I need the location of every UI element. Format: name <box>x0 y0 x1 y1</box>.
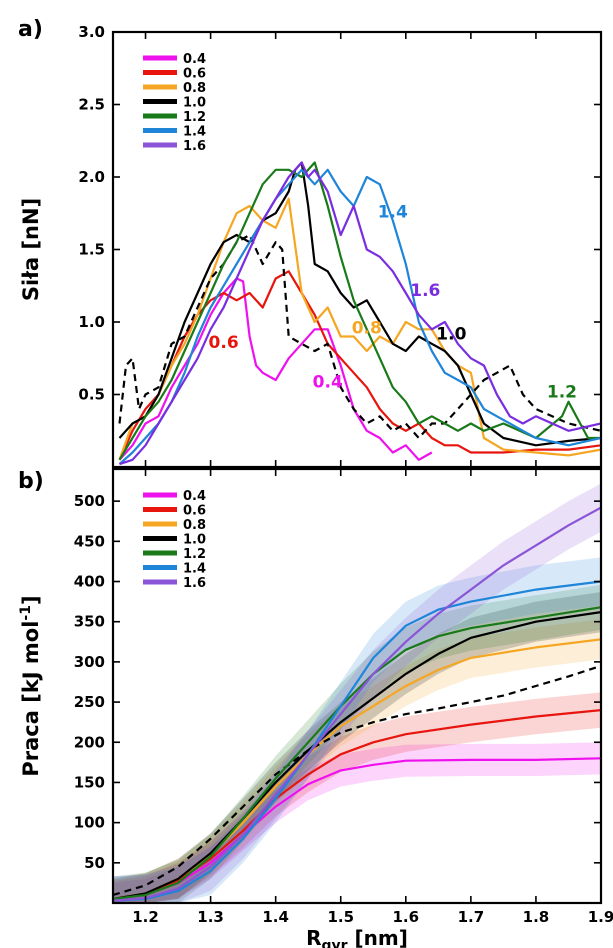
band-1.2 <box>113 584 601 903</box>
curve-annotation: 0.8 <box>352 319 382 339</box>
legend: 0.40.60.81.01.21.41.6 <box>143 52 206 154</box>
y-tick-label: 1.0 <box>78 313 105 331</box>
x-tick-label: 1.7 <box>458 908 485 926</box>
x-tick-label: 1.3 <box>197 908 224 926</box>
x-tick-label: 1.9 <box>588 908 613 926</box>
legend-label: 0.6 <box>183 504 206 519</box>
y-tick-label: 150 <box>74 773 105 791</box>
y-tick-label: 1.5 <box>78 241 105 259</box>
panel-label-b: b) <box>18 469 44 494</box>
series-line-1.6 <box>113 506 601 902</box>
y-tick-label: 200 <box>74 733 105 751</box>
plot-area <box>118 161 601 466</box>
series-line-1.4 <box>118 168 601 465</box>
x-tick-label: 1.5 <box>327 908 354 926</box>
legend-label: 1.4 <box>183 562 206 577</box>
y-axis-label: Siła [nN] <box>19 198 43 301</box>
y-tick-label: 0.5 <box>78 386 105 404</box>
series-line-1.2 <box>113 606 601 901</box>
series-line-1.0 <box>118 161 601 447</box>
legend-label: 1.4 <box>183 125 206 140</box>
y-tick-label: 250 <box>74 693 105 711</box>
axes-frame <box>111 467 603 905</box>
legend-label: 1.0 <box>183 533 206 548</box>
series-line-1.6 <box>119 161 601 466</box>
legend-label: 0.8 <box>183 81 206 96</box>
legend-label: 1.6 <box>183 576 206 591</box>
band-1.0 <box>113 592 601 903</box>
y-tick-label: 300 <box>74 653 105 671</box>
y-axis-label: Praca [kJ mol-1] <box>18 595 43 776</box>
series-line-0.6 <box>113 709 601 901</box>
y-tick-label: 500 <box>74 492 105 510</box>
x-axis-label: Rgyr [nm] <box>306 926 408 948</box>
y-tick-label: 2.5 <box>78 96 105 114</box>
legend-label: 0.8 <box>183 518 206 533</box>
series-line-0.8 <box>118 197 601 461</box>
x-tick-label: 1.4 <box>262 908 289 926</box>
curve-annotation: 1.2 <box>547 382 577 402</box>
legend-label: 0.4 <box>183 52 206 67</box>
legend: 0.40.60.81.01.21.41.6 <box>143 489 206 591</box>
series-line-dashed-reference <box>118 233 601 440</box>
series-line-1.2 <box>118 161 601 461</box>
curve-annotation: 0.4 <box>313 372 343 392</box>
series-line-dashed-reference <box>113 664 601 897</box>
band-0.6 <box>113 692 601 903</box>
legend-label: 1.2 <box>183 110 206 125</box>
curve-annotation: 1.6 <box>410 281 440 301</box>
y-tick-label: 50 <box>84 854 105 872</box>
legend-label: 0.6 <box>183 67 206 82</box>
curve-annotation: 1.0 <box>436 324 466 344</box>
curve-annotation: 1.4 <box>378 203 408 223</box>
y-tick-label: 450 <box>74 532 105 550</box>
series-line-1.4 <box>113 580 601 902</box>
x-tick-label: 1.8 <box>523 908 550 926</box>
y-tick-label: 3.0 <box>78 23 105 41</box>
series-line-1.0 <box>113 611 601 901</box>
band-1.4 <box>113 557 601 903</box>
x-tick-label: 1.6 <box>393 908 420 926</box>
legend-label: 0.4 <box>183 489 206 504</box>
series-line-0.4 <box>118 277 433 461</box>
panel-label-a: a) <box>18 17 43 42</box>
curve-annotation: 0.6 <box>209 333 239 353</box>
y-tick-label: 350 <box>74 613 105 631</box>
y-tick-label: 2.0 <box>78 168 105 186</box>
legend-label: 1.2 <box>183 547 206 562</box>
y-tick-label: 400 <box>74 573 105 591</box>
plot-area <box>113 483 601 903</box>
x-tick-label: 1.2 <box>132 908 159 926</box>
y-tick-label: 100 <box>74 814 105 832</box>
legend-label: 1.6 <box>183 139 206 154</box>
legend-label: 1.0 <box>183 96 206 111</box>
series-line-0.6 <box>118 270 601 461</box>
